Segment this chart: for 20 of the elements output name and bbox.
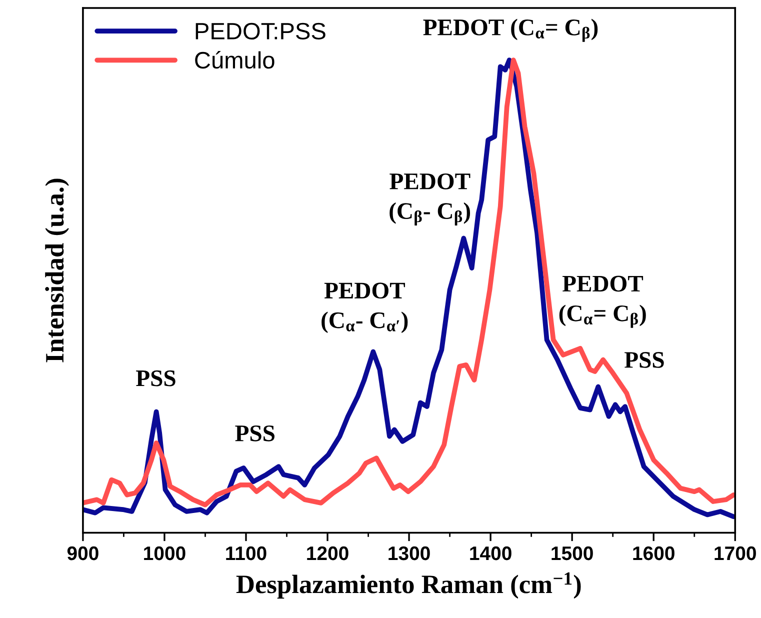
x-tick-label: 900 (67, 546, 98, 560)
x-axis-title: Desplazamiento Raman (cm$^{−1}$) (236, 572, 581, 599)
x-tick-label: 1000 (144, 546, 186, 560)
x-tick-label: 1700 (714, 546, 756, 560)
annotation: PSS (136, 370, 176, 386)
x-tick-label: 1500 (552, 546, 593, 560)
x-tick-label: 1300 (388, 546, 430, 560)
text: PEDOT (C$_{α}$= C$_{β}$) (423, 18, 598, 42)
x-tick-label: 1600 (633, 546, 674, 560)
annotation: PEDOT (C$_{α}$= C$_{β}$) (559, 276, 646, 328)
annotation: PEDOT (C$_{α}$- C$_{α′}$) (322, 282, 408, 334)
x-tick-label: 1400 (470, 546, 512, 560)
annotation: PEDOT (C$_{β}$- C$_{β}$) (390, 173, 470, 226)
legend-label: PEDOT:PSS (196, 22, 326, 40)
y-axis-title: Intensidad (u.a.) (45, 178, 70, 362)
annotation: PSS (624, 352, 664, 368)
x-tick-label: 1200 (307, 546, 348, 560)
annotation: PSS (235, 425, 274, 442)
x-tick-label: 1100 (226, 546, 266, 560)
legend-label: Cúmulo (195, 51, 274, 69)
